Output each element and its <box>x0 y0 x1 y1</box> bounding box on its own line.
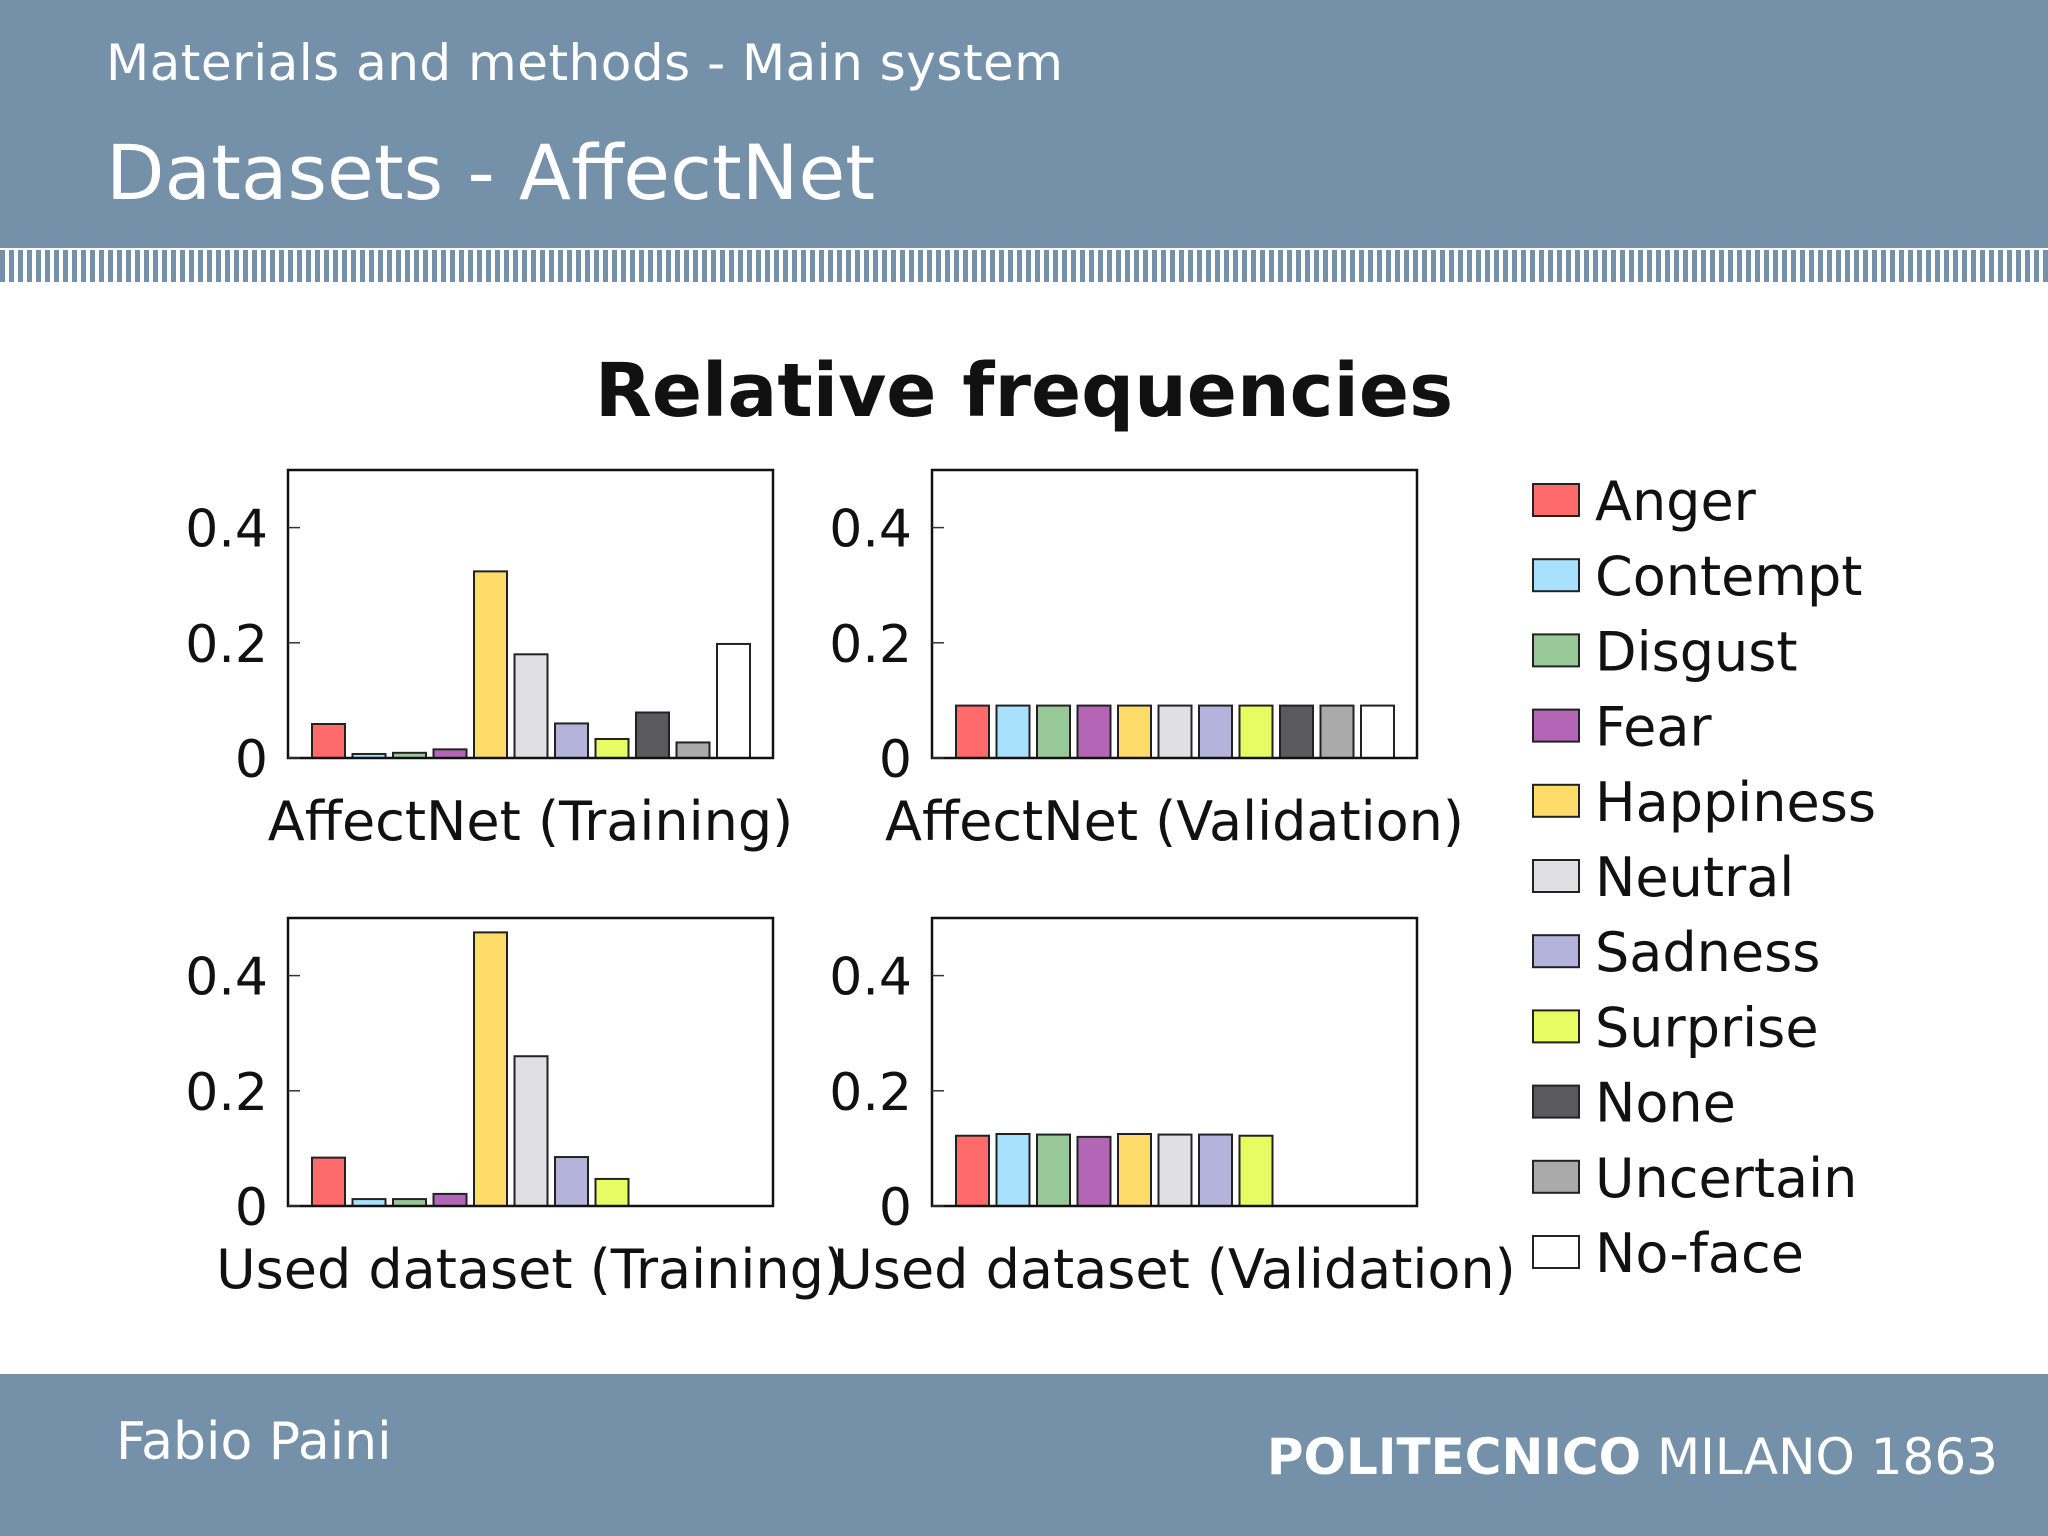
y-tick-label: 0.2 <box>829 615 912 675</box>
legend-label-disgust: Disgust <box>1595 620 1798 683</box>
bar-neutral <box>513 1055 549 1207</box>
institution-name-rest: MILANO 1863 <box>1657 1428 1998 1486</box>
y-tick-label: 0.4 <box>829 500 912 560</box>
axes-frame <box>930 468 1419 760</box>
bar-contempt <box>995 1133 1031 1207</box>
bar-anger <box>311 723 346 759</box>
bar-contempt <box>995 704 1031 759</box>
bar-fear <box>432 748 468 759</box>
panel-label: AffectNet (Training) <box>268 790 793 853</box>
legend-label-contempt: Contempt <box>1595 545 1862 608</box>
bar-neutral <box>1157 1133 1193 1208</box>
legend-label-surprise: Surprise <box>1595 996 1819 1059</box>
y-tick-label: 0 <box>879 1178 912 1238</box>
bar-surprise <box>1238 1134 1274 1208</box>
bar-none <box>635 711 670 759</box>
legend-swatch-neutral <box>1532 859 1580 893</box>
bar-anger <box>311 1156 346 1207</box>
bar-happiness <box>473 570 508 759</box>
legend-label-happiness: Happiness <box>1595 771 1876 834</box>
author-name: Fabio Paini <box>116 1412 392 1472</box>
section-title: Materials and methods - Main system <box>106 34 1064 92</box>
legend-swatch-anger <box>1532 483 1580 517</box>
bar-fear <box>432 1192 468 1208</box>
bar-disgust <box>1036 704 1071 759</box>
bar-neutral <box>513 653 549 760</box>
y-tick-label: 0.4 <box>185 948 268 1008</box>
bar-sadness <box>1198 704 1233 759</box>
panel-label: Used dataset (Training) <box>216 1238 845 1301</box>
header-ruler-decoration <box>0 250 2048 282</box>
legend-label-neutral: Neutral <box>1595 846 1794 909</box>
legend-label-anger: Anger <box>1595 470 1757 533</box>
y-tick-label: 0.4 <box>185 500 268 560</box>
y-tick-label: 0 <box>235 730 268 790</box>
bar-anger <box>955 704 990 759</box>
chart-title: Relative frequencies <box>594 348 1454 434</box>
panel-label: AffectNet (Validation) <box>885 790 1464 853</box>
bar-sadness <box>554 1156 589 1208</box>
bar-happiness <box>1117 704 1152 759</box>
bar-neutral <box>1157 704 1193 759</box>
bar-happiness <box>1117 1133 1152 1207</box>
bar-uncertain <box>675 741 711 759</box>
y-tick-label: 0 <box>879 730 912 790</box>
bar-anger <box>955 1134 990 1208</box>
bar-surprise <box>1238 704 1274 759</box>
legend-swatch-contempt <box>1532 558 1580 593</box>
axes-frame <box>286 916 775 1208</box>
bar-fear <box>1076 704 1112 759</box>
slide-header: Materials and methods - Main system Data… <box>0 0 2048 248</box>
legend-swatch-disgust <box>1532 633 1580 668</box>
bar-fear <box>1076 1135 1112 1208</box>
y-tick-label: 0.2 <box>185 1063 268 1123</box>
legend-label-uncertain: Uncertain <box>1595 1147 1857 1210</box>
bar-disgust <box>1036 1133 1071 1208</box>
legend-swatch-no-face <box>1532 1235 1580 1269</box>
legend-label-fear: Fear <box>1595 696 1712 759</box>
legend-swatch-uncertain <box>1532 1159 1580 1194</box>
legend-label-sadness: Sadness <box>1595 921 1820 984</box>
axes-frame <box>930 916 1419 1208</box>
bar-no-face <box>716 642 751 760</box>
bar-no-face <box>1360 704 1395 759</box>
legend-label-no-face: No-face <box>1595 1222 1804 1285</box>
slide-footer: Fabio Paini POLITECNICO MILANO 1863 <box>0 1374 2048 1536</box>
bar-happiness <box>473 931 508 1208</box>
bar-surprise <box>594 1177 630 1207</box>
bar-surprise <box>594 737 630 760</box>
bar-sadness <box>554 722 589 760</box>
y-tick-label: 0.2 <box>185 615 268 675</box>
institution-name-bold: POLITECNICO <box>1266 1428 1642 1486</box>
legend-swatch-fear <box>1532 708 1580 743</box>
bar-uncertain <box>1319 704 1355 759</box>
legend-label-none: None <box>1595 1072 1736 1135</box>
panel-label: Used dataset (Validation) <box>833 1238 1515 1301</box>
legend-swatch-surprise <box>1532 1009 1580 1044</box>
axes-frame <box>286 468 775 760</box>
institution-logo-text: POLITECNICO MILANO 1863 <box>1267 1428 1998 1486</box>
y-tick-label: 0 <box>235 1178 268 1238</box>
bar-none <box>1279 704 1314 759</box>
bar-sadness <box>1198 1133 1233 1208</box>
y-tick-label: 0.2 <box>829 1063 912 1123</box>
legend-swatch-happiness <box>1532 783 1580 818</box>
legend-swatch-none <box>1532 1084 1580 1119</box>
frame-title: Datasets - AffectNet <box>106 128 876 217</box>
legend-swatch-sadness <box>1532 934 1580 969</box>
y-tick-label: 0.4 <box>829 948 912 1008</box>
